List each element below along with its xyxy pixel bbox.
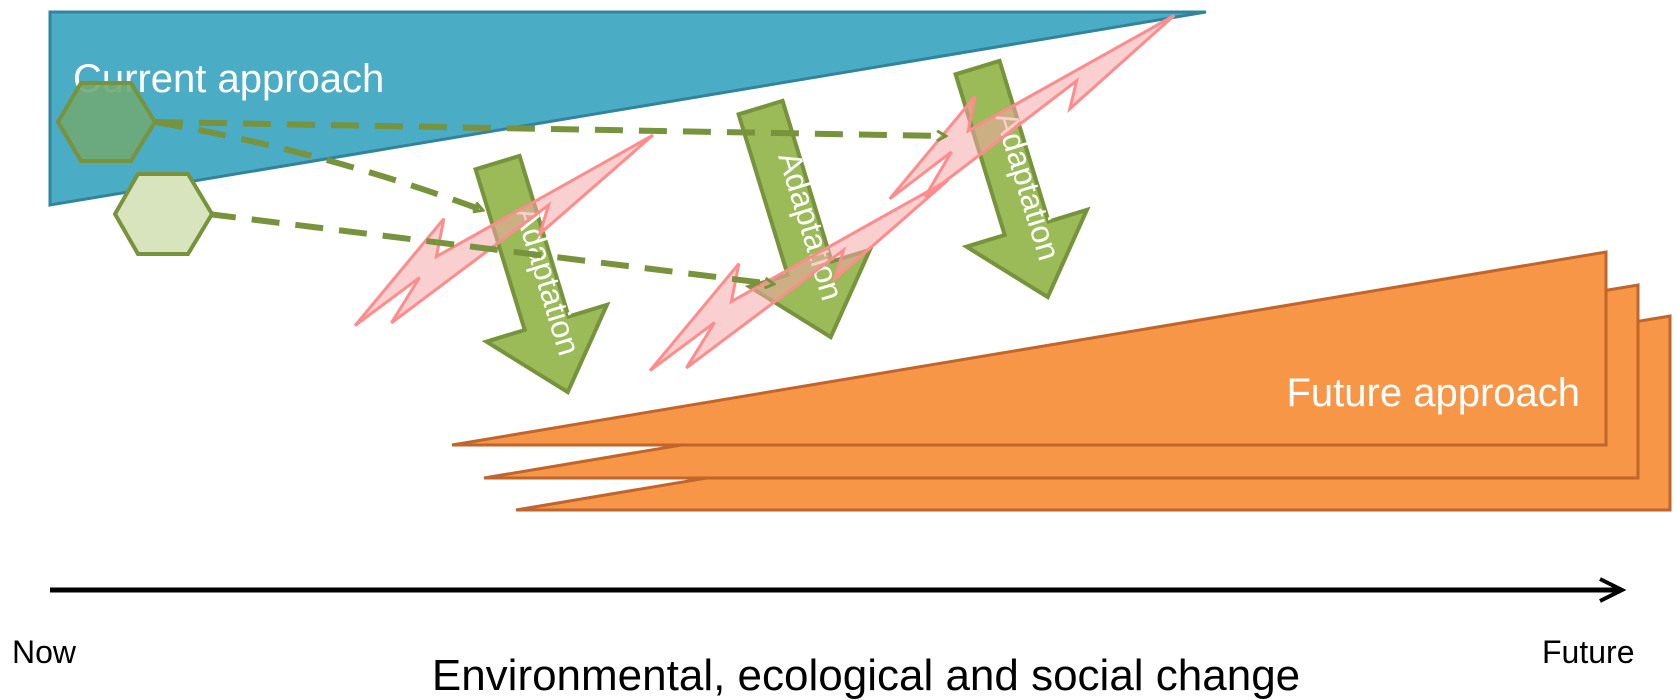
lightning-bolt-icon: [353, 133, 654, 327]
adaptation-arrow-1: Adaptation: [473, 153, 611, 396]
future-approach-wedges: Future approach: [451, 250, 1672, 512]
axis-start-label: Now: [12, 634, 77, 670]
lightning-bolt-icon: [888, 14, 1176, 201]
hexagon-icon: [112, 172, 215, 256]
dashed-arrow-icon: [154, 119, 482, 210]
axis-caption: Environmental, ecological and social cha…: [432, 651, 1300, 700]
future-approach-label: Future approach: [1286, 371, 1580, 415]
dashed-pathways: [154, 119, 945, 284]
lightning-bolt-icon: [648, 178, 949, 372]
dashed-arrow-icon: [207, 211, 773, 284]
axis-end-label: Future: [1542, 634, 1634, 670]
timeline-axis: Now Future Environmental, ecological and…: [12, 590, 1634, 700]
hexagon-icon: [55, 81, 158, 163]
